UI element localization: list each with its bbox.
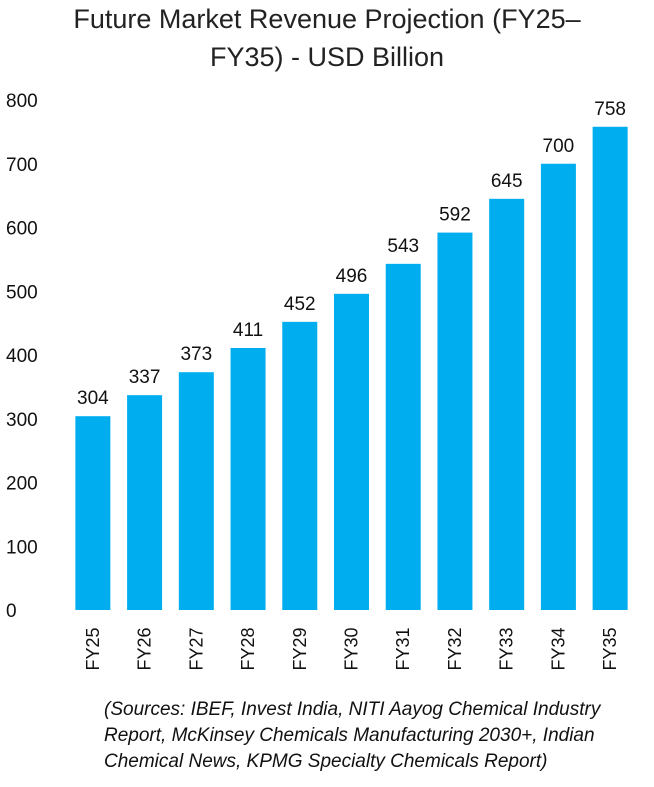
x-tick-label: FY29 (290, 627, 310, 670)
x-tick-label: FY34 (548, 627, 568, 670)
chart-title-line-1: Future Market Revenue Projection (FY25– (73, 4, 581, 34)
data-label: 645 (491, 171, 523, 192)
data-label: 337 (129, 367, 161, 388)
chart-title-line-2: FY35) - USD Billion (209, 42, 445, 72)
y-tick-label: 500 (6, 282, 38, 303)
data-label: 373 (180, 344, 212, 365)
data-label: 304 (77, 388, 109, 409)
sources-note: (Sources: IBEF, Invest India, NITI Aayog… (104, 697, 644, 775)
bar-fy27 (178, 372, 214, 610)
bar-fy35 (592, 126, 628, 611)
data-label: 700 (543, 136, 575, 157)
sources-line-3: Chemical News, KPMG Specialty Chemicals … (104, 751, 548, 772)
x-tick-label: FY35 (600, 627, 620, 670)
y-tick-label: 300 (6, 410, 38, 431)
y-tick-label: 800 (6, 91, 38, 112)
bar-fy32 (437, 232, 473, 610)
bar-chart: 0 100 200 300 400 500 600 700 800 304 FY25 337 FY26 3… (6, 91, 628, 671)
x-tick-label: FY33 (497, 627, 517, 670)
bar-fy25 (75, 416, 111, 610)
x-tick-label: FY27 (186, 627, 206, 670)
data-label: 496 (336, 266, 368, 287)
chart-title: Future Market Revenue Projection (FY25– … (0, 0, 654, 76)
x-tick-label: FY31 (393, 627, 413, 670)
bar-fy34 (540, 163, 576, 610)
y-tick-label: 100 (6, 537, 38, 558)
y-tick-label: 200 (6, 474, 38, 495)
data-label: 452 (284, 294, 316, 315)
x-tick-label: FY26 (135, 627, 155, 670)
bar-fy33 (489, 198, 525, 610)
data-label: 758 (594, 99, 626, 120)
data-label: 543 (387, 236, 419, 257)
sources-line-2: Report, McKinsey Chemicals Manufacturing… (104, 725, 595, 746)
y-tick-label: 700 (6, 155, 38, 176)
data-label: 411 (233, 320, 263, 341)
data-label: 592 (439, 205, 471, 226)
bar-fy30 (334, 293, 369, 610)
x-tick-label: FY30 (342, 627, 362, 670)
bar-fy28 (230, 347, 266, 610)
sources-line-1: (Sources: IBEF, Invest India, NITI Aayog… (104, 699, 601, 720)
y-tick-label: 400 (6, 346, 38, 367)
x-tick-label: FY32 (445, 627, 465, 670)
y-tick-label: 600 (6, 219, 38, 240)
bar-fy26 (127, 395, 163, 610)
y-tick-label: 0 (6, 601, 17, 622)
bar-fy29 (282, 321, 318, 610)
bar-fy31 (385, 263, 421, 610)
x-tick-label: FY25 (83, 627, 103, 670)
x-tick-label: FY28 (238, 627, 258, 670)
